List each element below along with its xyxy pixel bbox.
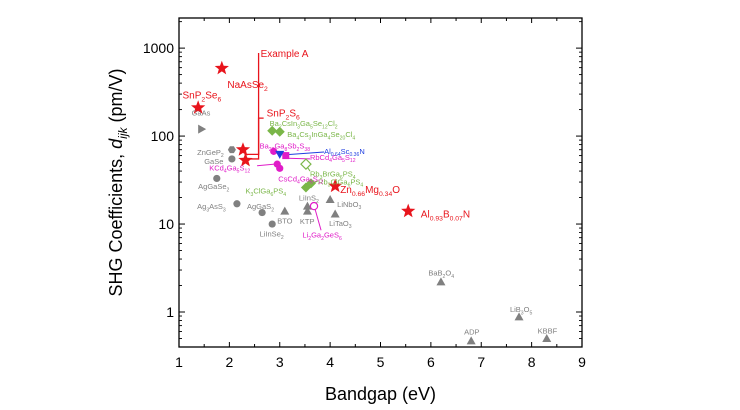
point-label-zngep2: ZnGeP2 bbox=[197, 148, 224, 159]
x-tick-label: 4 bbox=[326, 354, 334, 370]
y-tick-label: 10 bbox=[158, 216, 174, 232]
data-point-rb3brga6ps4 bbox=[300, 158, 312, 170]
data-point-unlabeled bbox=[235, 142, 251, 156]
data-point-linbo3 bbox=[325, 195, 335, 204]
point-label-aggase2: AgGaSe2 bbox=[198, 182, 229, 193]
point-label-lib3o5: LiB3O5 bbox=[510, 305, 533, 316]
x-axis-label: Bandgap (eV) bbox=[325, 384, 436, 404]
data-point-snp2se6 bbox=[191, 100, 206, 114]
x-tick-label: 1 bbox=[175, 354, 183, 370]
point-labels: Example A SnP2S6 NaAsSe2 SnP2Se6 Zn0.66Mg0.3… bbox=[183, 49, 558, 337]
data-point-li2ga2ges6 bbox=[309, 201, 319, 211]
data-marks bbox=[191, 53, 552, 345]
data-point-liins2 bbox=[302, 201, 312, 210]
point-label-kbbf: KBBF bbox=[538, 326, 558, 335]
data-point-ktp bbox=[302, 206, 312, 215]
point-label-zn0-66mg0-34o: Zn0.66Mg0.34O bbox=[340, 185, 400, 198]
point-label-ag3ass3: Ag3AsS3 bbox=[197, 202, 226, 213]
point-label-li2ga2ges6: Li2Ga2GeS6 bbox=[302, 231, 342, 242]
data-point-cscd4ga5s12 bbox=[276, 164, 284, 172]
data-point-ba2csin3ga5se12cl2 bbox=[267, 125, 278, 136]
point-label-bto: BTO bbox=[277, 216, 292, 225]
annotation-connector bbox=[244, 53, 260, 155]
point-label-aggas2: AgGaS2 bbox=[247, 202, 274, 213]
point-label-cscd4ga5s12: CsCd4Ga5S12 bbox=[278, 174, 323, 185]
point-label-al0-93b0-07n: Al0.93B0.07N bbox=[421, 210, 470, 223]
leader-line bbox=[314, 207, 322, 231]
x-tick-label: 5 bbox=[377, 354, 385, 370]
data-point-liinse2 bbox=[268, 220, 276, 228]
point-label-k3clga6ps4: K3ClGa6PS4 bbox=[245, 187, 286, 198]
y-tick-label: 100 bbox=[151, 128, 175, 144]
data-point-zn0-66mg0-34o bbox=[328, 178, 343, 193]
annotation-label-snp2s6: SnP2S6 bbox=[267, 108, 300, 121]
data-point-gase bbox=[228, 155, 236, 163]
point-label-kcd4ga5s12: KCd4Ga5S12 bbox=[209, 163, 250, 174]
data-point-unlabeled bbox=[238, 152, 253, 167]
point-label-bab2o4: BaB2O4 bbox=[428, 269, 454, 280]
axes: 1 2 3 4 5 6 7 8 9 1 10 100 1000 Bandgap (eV) SHG Coeff… bbox=[106, 17, 586, 404]
point-label-adp: ADP bbox=[464, 328, 479, 337]
leader-line bbox=[257, 163, 275, 167]
point-label-liinse2: LiInSe2 bbox=[260, 230, 284, 241]
point-label-naasse2: NaAsSe2 bbox=[227, 80, 268, 93]
data-point-naasse2 bbox=[214, 60, 229, 75]
data-point-gaas bbox=[198, 124, 207, 134]
point-label-al0-64sc0-36n: Al0.64Sc0.36N bbox=[324, 147, 365, 158]
point-label-rb3brga6ps4: Rb3BrGa6PS4 bbox=[310, 170, 356, 181]
data-point-litao3 bbox=[330, 209, 340, 218]
data-point-bab2o4 bbox=[436, 277, 446, 286]
point-label-linbo3: LiNbO3 bbox=[337, 200, 361, 211]
data-point-ba23ga8sb2s38 bbox=[270, 147, 278, 155]
point-label-ktp: KTP bbox=[300, 217, 315, 226]
point-label-gaas: GaAs bbox=[192, 109, 211, 118]
point-label-rb3clga6ps4: Rb3ClGa6PS4 bbox=[318, 177, 363, 188]
leader-line bbox=[287, 157, 310, 160]
point-label-snp2se6: SnP2Se6 bbox=[183, 90, 222, 103]
point-label-ba4cs3inga4se20cl4: Ba4Cs3InGa4Se20Cl4 bbox=[287, 130, 355, 141]
data-point-al0-93b0-07n bbox=[401, 203, 416, 218]
point-label-ba23ga8sb2s38: Ba23Ga8Sb2S38 bbox=[260, 142, 311, 153]
data-point-ag3ass3 bbox=[233, 200, 241, 208]
data-point-ba4cs3inga4se20cl4 bbox=[274, 126, 285, 137]
point-label-ba2csin3ga5se12cl2: Ba2CsIn3Ga5Se12Cl2 bbox=[270, 119, 338, 130]
plot-frame bbox=[178, 17, 583, 348]
data-point-aggase2 bbox=[213, 174, 221, 183]
point-label-gase: GaSe bbox=[204, 157, 223, 166]
x-tick-label: 9 bbox=[578, 354, 586, 370]
y-tick-label: 1000 bbox=[143, 40, 174, 56]
point-label-litao3: LiTaO3 bbox=[329, 219, 352, 230]
x-tick-label: 8 bbox=[528, 354, 536, 370]
y-axis-label: SHG Coefficients, dijk (pm/V) bbox=[106, 68, 130, 296]
data-point-lib3o5 bbox=[514, 312, 524, 321]
data-point-kbbf bbox=[542, 333, 552, 342]
x-tick-label: 3 bbox=[276, 354, 284, 370]
x-tick-label: 2 bbox=[225, 354, 233, 370]
y-tick-label: 1 bbox=[166, 304, 174, 320]
annotation-label-example-a: Example A bbox=[261, 49, 309, 60]
x-tick-label: 7 bbox=[477, 354, 485, 370]
data-point-k3clga6ps4 bbox=[300, 182, 311, 193]
annotation-connector bbox=[247, 117, 264, 160]
data-point-adp bbox=[466, 336, 476, 345]
point-label-liins2: LiInS2 bbox=[299, 194, 319, 205]
data-point-bto bbox=[280, 206, 290, 215]
point-label-rbcd4ga5s12: RbCd4Ga5S12 bbox=[310, 153, 356, 164]
x-tick-label: 6 bbox=[427, 354, 435, 370]
data-point-rbcd4ga5s12 bbox=[282, 152, 290, 160]
data-point-zngep2 bbox=[227, 146, 236, 154]
data-point-al0-64sc0-36n bbox=[275, 150, 285, 159]
data-point-aggas2 bbox=[258, 208, 266, 217]
